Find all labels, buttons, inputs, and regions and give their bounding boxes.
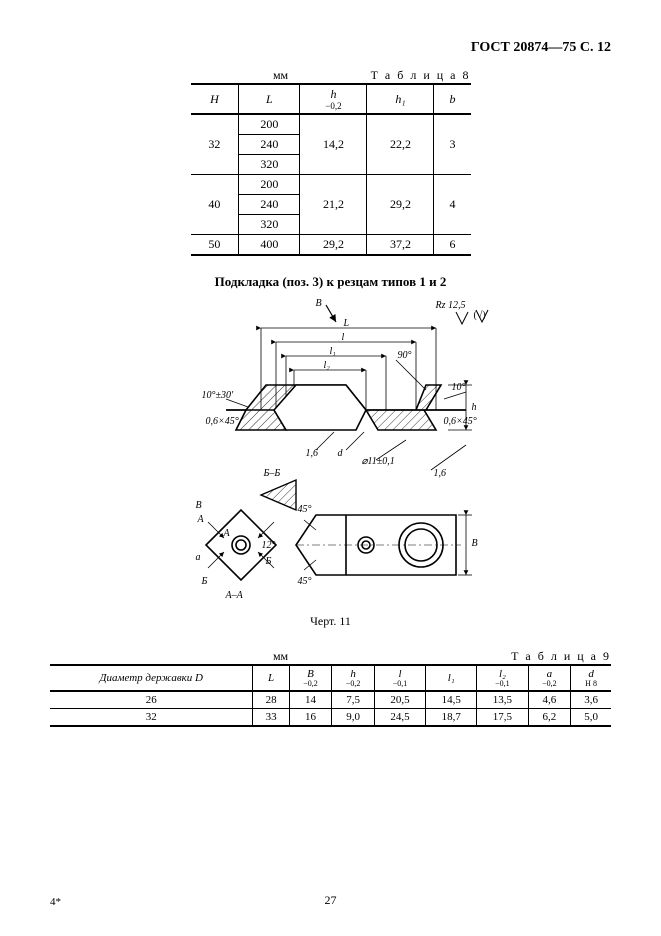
table9-label: Т а б л и ц а 9 <box>511 649 611 664</box>
table8: H L h−0,2 h₁ b 3220014,222,2324032040200… <box>191 83 471 256</box>
lbl-90: 90° <box>398 350 412 361</box>
lbl-surf: (√) <box>474 310 486 321</box>
lbl-Bs: B <box>196 500 202 511</box>
table8-block: мм Т а б л и ц а 8 H L h−0,2 h₁ b 322001… <box>191 68 471 256</box>
lbl-Bdim: B <box>472 538 478 549</box>
table-row: 3233169,024,518,717,56,25,0 <box>50 709 611 727</box>
lbl-A1: A <box>198 514 204 525</box>
table9: Диаметр державки DLB−0,2h−0,2l−0,1l₁l₂−0… <box>50 664 611 727</box>
table8-caption: мм Т а б л и ц а 8 <box>191 68 471 83</box>
t9-col: l−0,1 <box>374 665 425 691</box>
page: ГОСТ 20874—75 С. 12 мм Т а б л и ц а 8 H… <box>0 0 661 936</box>
table9-caption: мм Т а б л и ц а 9 <box>50 649 611 664</box>
lbl-10: 10° <box>452 382 466 393</box>
lbl-B2: Б <box>266 556 272 567</box>
lbl-l1: l₁ <box>330 346 336 357</box>
table8-unit: мм <box>191 68 371 83</box>
t9-col: l₁ <box>426 665 477 691</box>
t8-col-H: H <box>191 84 239 114</box>
lbl-L: L <box>344 318 350 329</box>
table8-label: Т а б л и ц а 8 <box>371 68 471 83</box>
section-title: Подкладка (поз. 3) к резцам типов 1 и 2 <box>50 274 611 290</box>
lbl-B-arrow: B <box>316 298 322 309</box>
lbl-45a: 45° <box>298 504 312 515</box>
table-row: 3220014,222,23 <box>191 114 471 135</box>
lbl-BB: Б–Б <box>264 468 281 479</box>
lbl-16b: 1,6 <box>434 468 447 479</box>
lbl-B1: Б <box>202 576 208 587</box>
t9-col: dH 8 <box>571 665 611 691</box>
lbl-phi11: ⌀11±0,1 <box>362 456 395 467</box>
t9-col: a−0,2 <box>528 665 571 691</box>
lbl-45b: 45° <box>298 576 312 587</box>
table-row: 5040029,237,26 <box>191 235 471 256</box>
t9-col: l₂−0,1 <box>477 665 528 691</box>
table9-unit: мм <box>50 649 511 664</box>
lbl-h: h <box>472 402 477 413</box>
t9-col: h−0,2 <box>332 665 375 691</box>
page-number: 27 <box>0 893 661 908</box>
lbl-1030: 10°±30' <box>202 390 234 401</box>
lbl-A2: A <box>224 528 230 539</box>
t8-col-L: L <box>239 84 300 114</box>
lbl-AA: A–A <box>226 590 243 601</box>
lbl-rz: Rz 12,5 <box>436 300 466 311</box>
lbl-l: l <box>342 332 345 343</box>
t8-col-h: h−0,2 <box>300 84 367 114</box>
table-row: 4020021,229,24 <box>191 175 471 195</box>
figure-caption: Черт. 11 <box>50 614 611 629</box>
lbl-chamf-l: 0,6×45° <box>206 416 239 427</box>
lbl-16a: 1,6 <box>306 448 319 459</box>
doc-header: ГОСТ 20874—75 С. 12 <box>50 40 611 56</box>
t9-col: Диаметр державки D <box>50 665 253 691</box>
drawing-chert-11: B Rz 12,5 (√) L l l₁ l₂ 90° 10°±30' 0,6×… <box>166 300 496 610</box>
lbl-d: d <box>338 448 343 459</box>
t8-col-b: b <box>434 84 471 114</box>
t9-col: B−0,2 <box>289 665 332 691</box>
table-row: 2628147,520,514,513,54,63,6 <box>50 691 611 709</box>
lbl-l2: l₂ <box>324 360 330 371</box>
lbl-12: 12° <box>262 540 276 551</box>
t9-col: L <box>253 665 289 691</box>
t8-col-h1: h₁ <box>367 84 434 114</box>
lbl-chamf-r: 0,6×45° <box>444 416 477 427</box>
lbl-a: a <box>196 552 201 563</box>
